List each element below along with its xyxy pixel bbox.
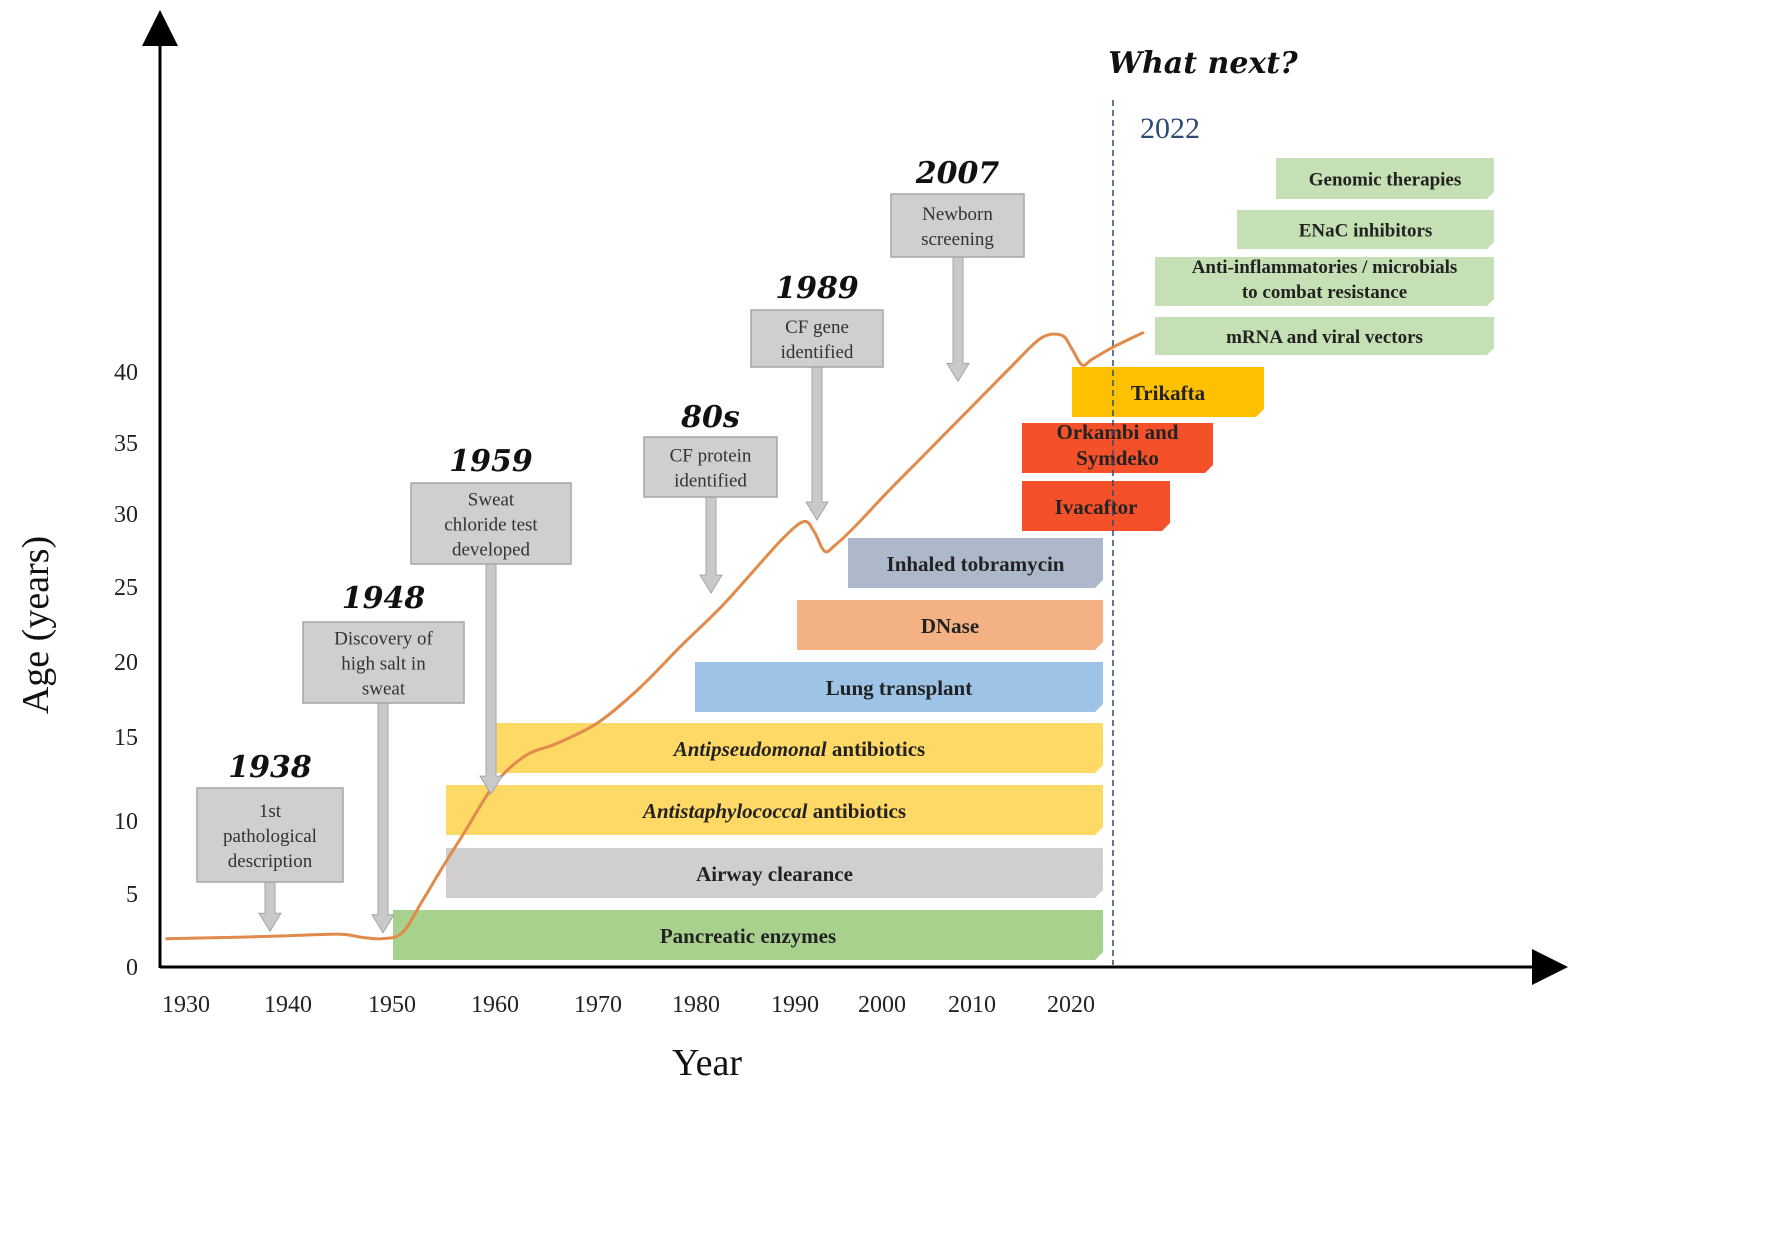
treatment-label: Lung transplant (826, 676, 972, 700)
treatment-bar (1022, 423, 1213, 473)
milestone-arrow (946, 256, 970, 383)
treatment-bar (393, 910, 1103, 960)
future-therapy-bar (1155, 257, 1494, 306)
y-tick-label: 25 (114, 575, 138, 601)
milestone-text: screening (921, 229, 994, 250)
y-tick-label: 20 (114, 650, 138, 676)
what-next-heading: What next? (1108, 46, 1298, 81)
treatment-label-rest: antibiotics (813, 799, 906, 823)
milestone-text: chloride test (444, 515, 538, 536)
y-tick-label: 15 (114, 725, 138, 751)
milestone-text: identified (781, 342, 854, 363)
y-tick-label: 35 (114, 431, 138, 457)
milestone-text: CF gene (785, 317, 849, 338)
milestone-text: description (228, 851, 313, 872)
treatment-label-italic: Antistaphylococcal (641, 799, 813, 823)
treatment-label: Symdeko (1076, 446, 1159, 470)
x-tick-label: 1960 (471, 992, 519, 1018)
milestone-text: CF protein (670, 446, 752, 467)
milestone-text: sweat (362, 679, 406, 700)
treatment-label-rest: antibiotics (832, 737, 925, 761)
future-therapy-label: Genomic therapies (1309, 170, 1462, 191)
future-therapy-label: ENaC inhibitors (1299, 221, 1433, 242)
milestone-box (890, 193, 1025, 258)
future-therapy-bar (1276, 158, 1494, 199)
future-therapy-bar (1155, 317, 1494, 355)
x-tick-label: 1990 (771, 992, 819, 1018)
milestone-year: 1948 (342, 581, 426, 616)
treatment-label-italic: Antipseudomonal (672, 737, 832, 761)
milestone-arrow (258, 881, 282, 933)
x-tick-label: 1980 (672, 992, 720, 1018)
milestone-box (643, 436, 778, 498)
milestone-arrow (699, 496, 723, 594)
year-2022-label: 2022 (1140, 112, 1200, 145)
treatment-label: Ivacaftor (1055, 495, 1138, 519)
milestone-year: 1989 (775, 271, 859, 306)
milestone-year: 1938 (228, 750, 312, 785)
milestone-year: 2007 (915, 156, 1000, 191)
y-tick-label: 40 (114, 360, 138, 386)
milestone-text: developed (452, 540, 531, 561)
x-tick-label: 1940 (264, 992, 312, 1018)
milestone-text: Discovery of (334, 629, 433, 650)
treatment-label: Antipseudomonal antibiotics (672, 737, 925, 761)
x-tick-label: 1970 (574, 992, 622, 1018)
future-therapy-label: Anti-inflammatories / microbials (1192, 257, 1458, 278)
x-tick-label: 2010 (948, 992, 996, 1018)
median-survival-line (165, 330, 1145, 941)
milestone-text: Sweat (468, 490, 515, 511)
milestone-arrow (805, 366, 829, 521)
treatment-bar (446, 848, 1103, 898)
milestone-text: 1st (259, 801, 282, 822)
x-tick-label: 2020 (1047, 992, 1095, 1018)
milestone-year: 1959 (449, 444, 533, 479)
cf-timeline-chart: 1930 1940 1950 1960 1970 1980 1990 2000 2010 2020… (15, 10, 1568, 1084)
future-therapy-bar (1237, 210, 1494, 249)
treatment-bar (695, 662, 1103, 712)
milestone-year: 80s (680, 400, 740, 435)
treatment-label: DNase (921, 614, 979, 638)
y-tick-label: 10 (114, 809, 138, 835)
milestone-box (410, 482, 572, 565)
x-tick-label: 1930 (162, 992, 210, 1018)
milestone-box (302, 621, 465, 704)
treatment-bar (1072, 367, 1264, 417)
milestone-arrow (371, 702, 395, 934)
y-tick-label: 5 (126, 882, 138, 908)
treatment-bar (797, 600, 1103, 650)
milestone-arrow (479, 563, 503, 796)
milestone-box (196, 787, 344, 883)
treatment-label: Trikafta (1131, 381, 1206, 405)
treatment-label: Inhaled tobramycin (887, 552, 1065, 576)
future-therapy-label: mRNA and viral vectors (1226, 327, 1423, 348)
y-tick-label: 30 (114, 502, 138, 528)
treatment-bar (496, 723, 1103, 773)
milestone-text: identified (674, 471, 747, 492)
treatment-bar (1022, 481, 1170, 531)
future-therapy-label: to combat resistance (1242, 282, 1407, 303)
y-tick-label: 0 (126, 955, 138, 981)
treatment-label: Antistaphylococcal antibiotics (641, 799, 906, 823)
milestone-text: Newborn (922, 204, 993, 225)
x-tick-label: 2000 (858, 992, 906, 1018)
treatment-label: Pancreatic enzymes (660, 924, 836, 948)
milestone-text: high salt in (341, 654, 426, 675)
milestone-text: pathological (223, 826, 317, 847)
milestone-box (750, 309, 884, 368)
treatment-bar (848, 538, 1103, 588)
treatment-label: Orkambi and (1057, 420, 1179, 444)
x-tick-label: 1950 (368, 992, 416, 1018)
y-axis-title: Age (years) (15, 536, 57, 714)
treatment-label: Airway clearance (696, 862, 853, 886)
x-axis-title: Year (672, 1042, 742, 1084)
treatment-bar (446, 785, 1103, 835)
